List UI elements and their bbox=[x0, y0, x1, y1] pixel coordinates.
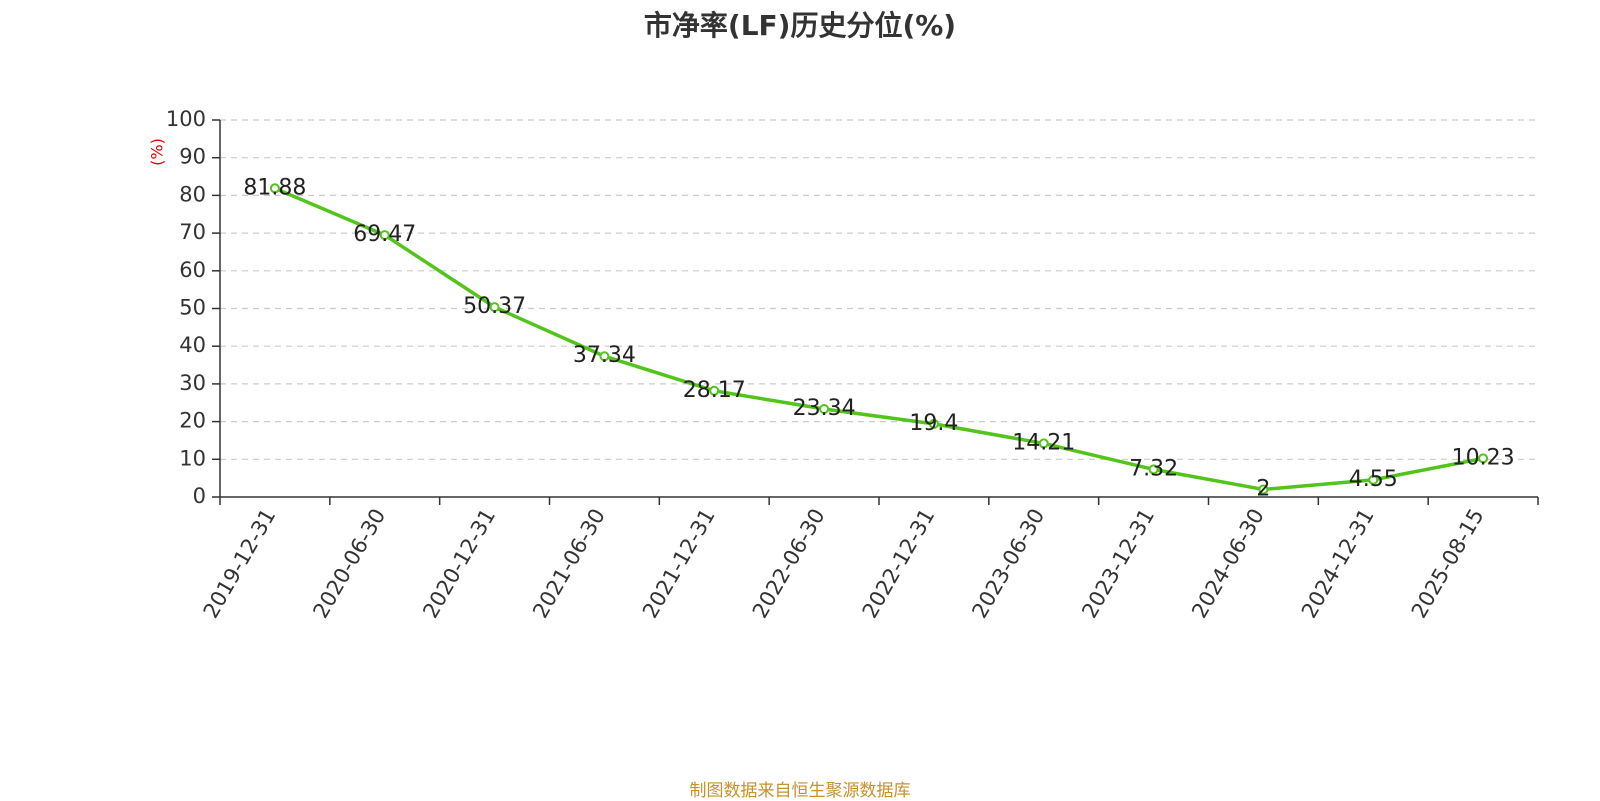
data-labels: 81.88 69.47 50.37 37.34 28.17 23.34 19.4 14.21 7… bbox=[243, 175, 1514, 501]
data-point-2020-12-31 bbox=[489, 302, 500, 313]
x-axis: 2019-12-31 2020-06-30 2020-12-31 2021-06-30… bbox=[199, 496, 1539, 623]
y-tick-label-90: 90 bbox=[179, 145, 206, 169]
x-tick-label-2020-06-30: 2020-06-30 bbox=[308, 505, 390, 623]
data-point-2022-06-30 bbox=[819, 404, 830, 415]
y-tick-label-80: 80 bbox=[179, 182, 206, 206]
y-tick-label-0: 0 bbox=[193, 484, 206, 508]
data-label-2025-08-15: 10.23 bbox=[1452, 445, 1515, 470]
data-label-2019-12-31: 81.88 bbox=[243, 175, 306, 200]
x-tick-label-2023-12-31: 2023-12-31 bbox=[1077, 505, 1159, 623]
y-tick-label-60: 60 bbox=[179, 258, 206, 282]
data-label-2021-06-30: 37.34 bbox=[573, 343, 636, 368]
data-point-2019-12-31 bbox=[269, 183, 280, 194]
data-label-2022-06-30: 23.34 bbox=[793, 396, 856, 421]
y-tick-label-70: 70 bbox=[179, 220, 206, 244]
data-point-2024-12-31 bbox=[1368, 474, 1379, 485]
y-tick-label-50: 50 bbox=[179, 296, 206, 320]
x-tick-label-2024-12-31: 2024-12-31 bbox=[1297, 505, 1379, 623]
data-point-2025-08-15 bbox=[1478, 453, 1489, 464]
data-point-2021-12-31 bbox=[709, 385, 720, 396]
x-tick-label-2023-06-30: 2023-06-30 bbox=[967, 505, 1049, 623]
data-label-2023-12-31: 7.32 bbox=[1129, 456, 1178, 481]
data-point-2022-12-31 bbox=[928, 418, 939, 429]
data-label-2020-06-30: 69.47 bbox=[353, 222, 416, 247]
data-point-2024-06-30 bbox=[1258, 484, 1269, 495]
data-point-2020-06-30 bbox=[379, 230, 390, 241]
series-line bbox=[269, 183, 1489, 495]
x-tick-label-2025-08-15: 2025-08-15 bbox=[1407, 505, 1489, 623]
data-label-2024-06-30: 2 bbox=[1256, 476, 1270, 501]
data-label-2022-12-31: 19.4 bbox=[909, 411, 958, 436]
x-tick-label-2024-06-30: 2024-06-30 bbox=[1187, 505, 1269, 623]
data-point-2023-12-31 bbox=[1148, 464, 1159, 475]
x-tick-label-2021-06-30: 2021-06-30 bbox=[528, 505, 610, 623]
source-note: 制图数据来自恒生聚源数据库 bbox=[689, 781, 911, 801]
y-tick-label-40: 40 bbox=[179, 333, 206, 357]
x-tick-label-2019-12-31: 2019-12-31 bbox=[199, 505, 281, 623]
y-tick-label-100: 100 bbox=[166, 107, 206, 131]
y-axis-label: (%) bbox=[148, 138, 167, 166]
x-tick-label-2022-12-31: 2022-12-31 bbox=[858, 505, 940, 623]
chart-title: 市净率(LF)历史分位(%) bbox=[643, 9, 957, 42]
data-point-2023-06-30 bbox=[1038, 438, 1049, 449]
gridlines bbox=[220, 119, 1538, 460]
y-axis: 0 10 20 30 40 50 60 70 80 90 100 bbox=[166, 107, 221, 508]
series-path bbox=[274, 186, 1484, 492]
data-label-2024-12-31: 4.55 bbox=[1349, 467, 1398, 492]
y-tick-label-10: 10 bbox=[179, 446, 206, 470]
data-label-2020-12-31: 50.37 bbox=[463, 294, 526, 319]
data-label-2021-12-31: 28.17 bbox=[683, 378, 746, 403]
y-tick-label-30: 30 bbox=[179, 371, 206, 395]
data-label-2023-06-30: 14.21 bbox=[1012, 430, 1075, 455]
x-tick-label-2020-12-31: 2020-12-31 bbox=[418, 505, 500, 623]
y-tick-label-20: 20 bbox=[179, 409, 206, 433]
x-tick-label-2022-06-30: 2022-06-30 bbox=[748, 505, 830, 623]
data-point-2021-06-30 bbox=[599, 351, 610, 362]
x-tick-label-2021-12-31: 2021-12-31 bbox=[638, 505, 720, 623]
